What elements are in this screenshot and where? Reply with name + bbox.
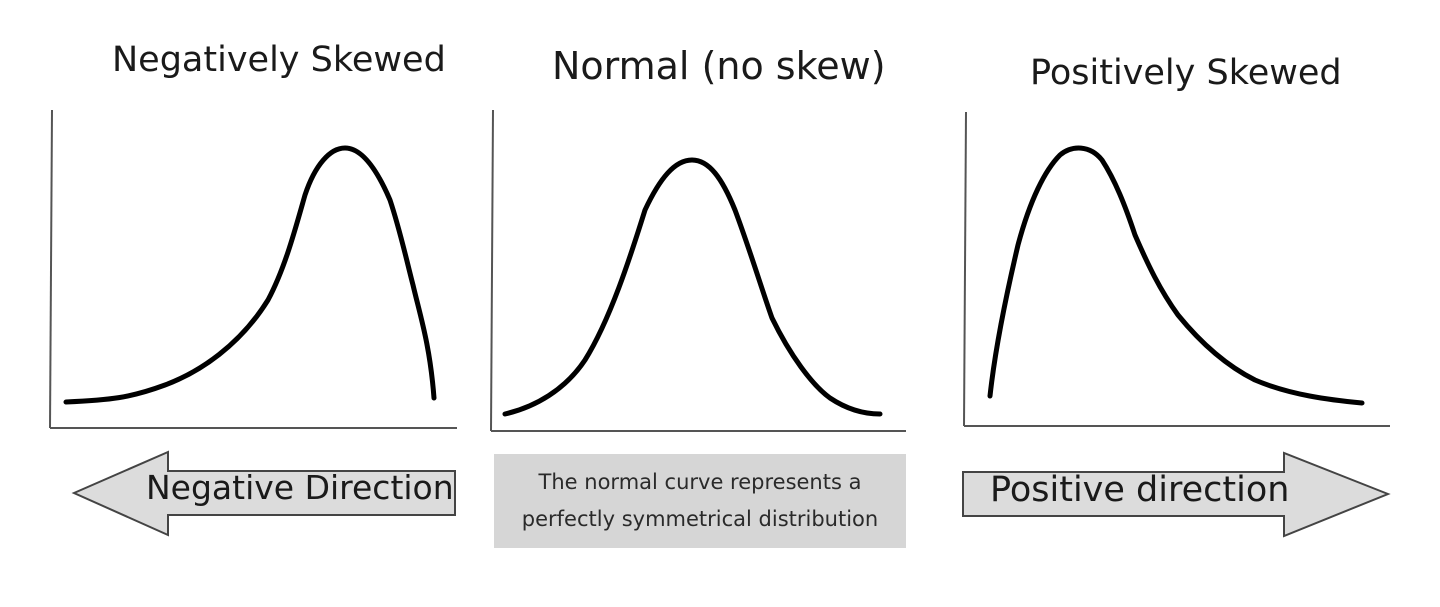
negative-skew-panel <box>49 109 457 429</box>
positive-panel-y-axis <box>963 111 967 427</box>
positive-skew-curve <box>987 145 1365 406</box>
negatively-skewed-title: Negatively Skewed <box>112 40 446 80</box>
negative-skew-curve <box>63 145 437 405</box>
negative-direction-arrow <box>71 450 456 537</box>
normal-distribution-title: Normal (no skew) <box>552 44 886 88</box>
normal-panel-y-axis <box>490 109 494 432</box>
negative-panel-y-axis <box>49 109 53 429</box>
note-line-1: The normal curve represents a <box>538 470 862 494</box>
positive-skew-panel <box>963 111 1390 427</box>
negative-direction-label: Negative Direction <box>146 468 454 507</box>
normal-curve <box>502 157 883 417</box>
positively-skewed-title: Positively Skewed <box>1030 53 1342 93</box>
normal-curve-note: The normal curve represents a perfectly … <box>494 454 906 548</box>
normal-panel <box>490 109 906 432</box>
positive-direction-arrow <box>962 451 1391 538</box>
note-line-2: perfectly symmetrical distribution <box>521 507 879 531</box>
positive-direction-label: Positive direction <box>990 470 1290 510</box>
